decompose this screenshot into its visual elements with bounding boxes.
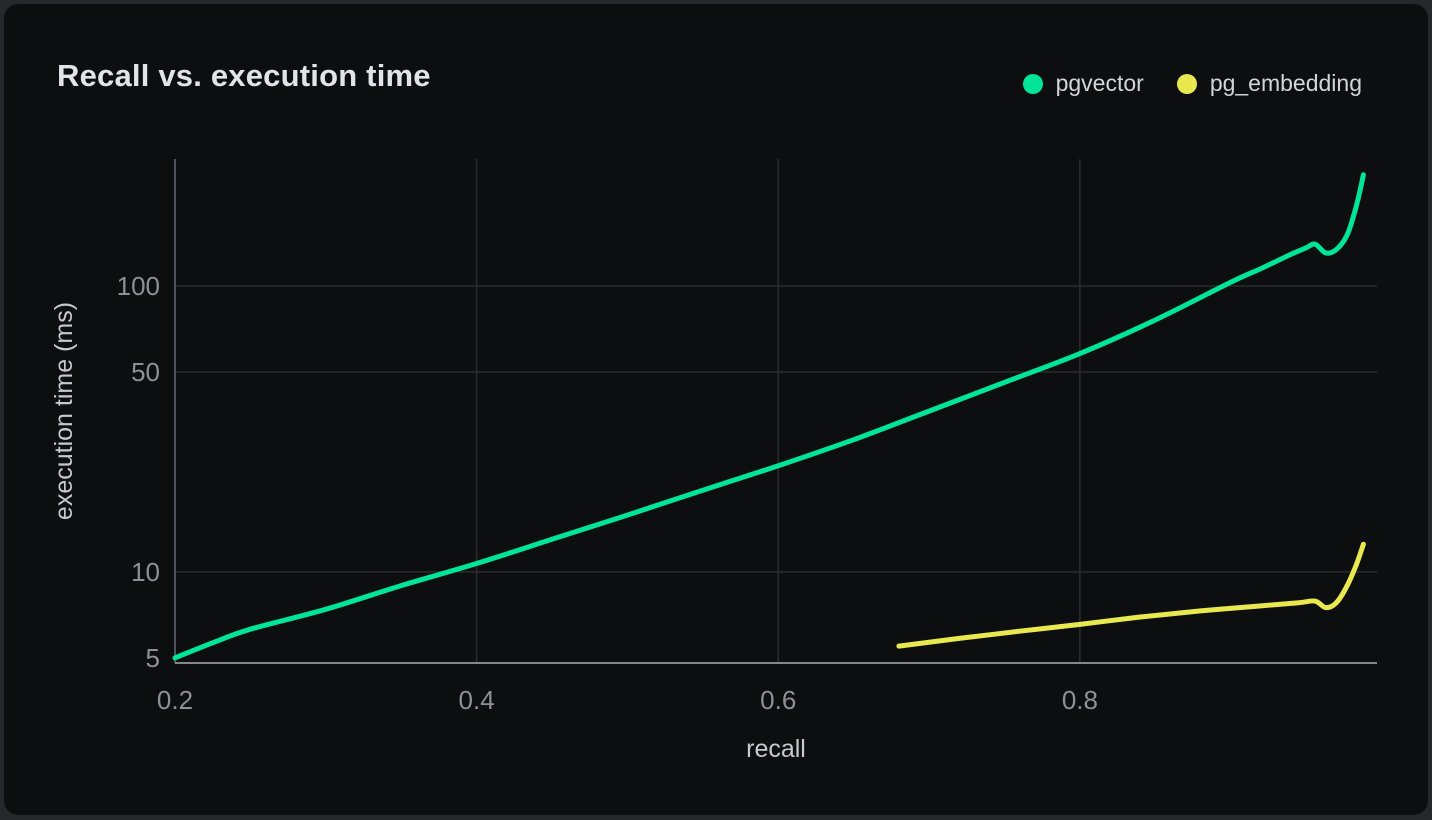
legend-item-pgvector[interactable]: pgvector: [1022, 70, 1144, 97]
y-tick-label: 100: [117, 271, 160, 301]
x-axis-title: recall: [746, 735, 806, 763]
legend: pgvector pg_embedding: [1022, 70, 1362, 97]
series-line-pg_embedding[interactable]: [896, 541, 1366, 649]
legend-swatch-pg-embedding-icon: [1176, 73, 1197, 94]
chart-card: [4, 4, 1428, 815]
series-line-pgvector[interactable]: [172, 172, 1366, 661]
y-tick-label: 50: [131, 357, 160, 387]
legend-swatch-pgvector-icon: [1022, 73, 1043, 94]
legend-item-pg-embedding[interactable]: pg_embedding: [1176, 70, 1362, 97]
chart-title: Recall vs. execution time: [57, 58, 431, 93]
x-tick-label: 0.2: [157, 685, 193, 715]
x-tick-label: 0.4: [459, 685, 495, 715]
x-tick-label: 0.6: [760, 685, 796, 715]
y-tick-label: 5: [146, 643, 160, 673]
y-axis-title: execution time (ms): [50, 302, 78, 520]
legend-label-pgvector: pgvector: [1055, 70, 1144, 96]
y-tick-label: 10: [131, 557, 160, 587]
legend-label-pg-embedding: pg_embedding: [1209, 70, 1362, 96]
x-tick-label: 0.8: [1062, 685, 1098, 715]
